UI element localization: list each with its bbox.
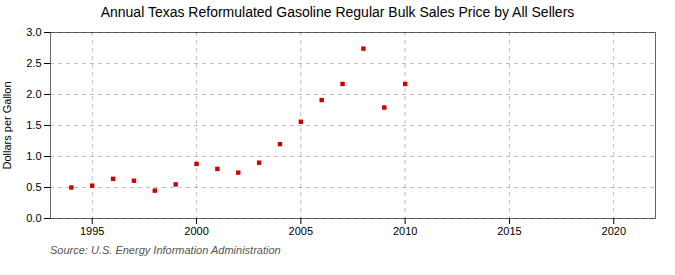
html-text:Source: U.S. Energy Informatio: Source: U.S. Energy Information Administ… <box>50 244 281 256</box>
svg-text:0.0: 0.0 <box>26 212 41 224</box>
svg-text:2020: 2020 <box>602 225 626 237</box>
svg-text:2010: 2010 <box>393 225 417 237</box>
svg-text:2005: 2005 <box>289 225 313 237</box>
svg-text:2.0: 2.0 <box>26 88 41 100</box>
svg-text:2.5: 2.5 <box>26 57 41 69</box>
svg-text:1995: 1995 <box>80 225 104 237</box>
html-text:Annual Texas Reformulated Gaso: Annual Texas Reformulated Gasoline Regul… <box>100 4 575 20</box>
svg-text:Dollars per Gallon: Dollars per Gallon <box>1 81 13 169</box>
svg-text:2015: 2015 <box>497 225 521 237</box>
svg-text:1.5: 1.5 <box>26 119 41 131</box>
svg-text:0.5: 0.5 <box>26 181 41 193</box>
svg-text:1.0: 1.0 <box>26 150 41 162</box>
svg-text:3.0: 3.0 <box>26 26 41 38</box>
svg-text:2000: 2000 <box>184 225 208 237</box>
